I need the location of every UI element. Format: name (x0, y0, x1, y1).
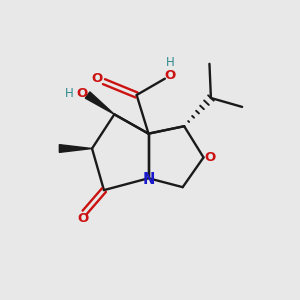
Text: O: O (92, 72, 103, 85)
Text: H: H (166, 56, 175, 69)
Polygon shape (85, 92, 114, 114)
Polygon shape (59, 145, 92, 152)
Text: O: O (77, 212, 89, 226)
Text: O: O (76, 87, 88, 100)
Text: N: N (142, 172, 155, 187)
Text: O: O (165, 69, 176, 82)
Text: H: H (65, 87, 74, 100)
Text: O: O (204, 151, 216, 164)
